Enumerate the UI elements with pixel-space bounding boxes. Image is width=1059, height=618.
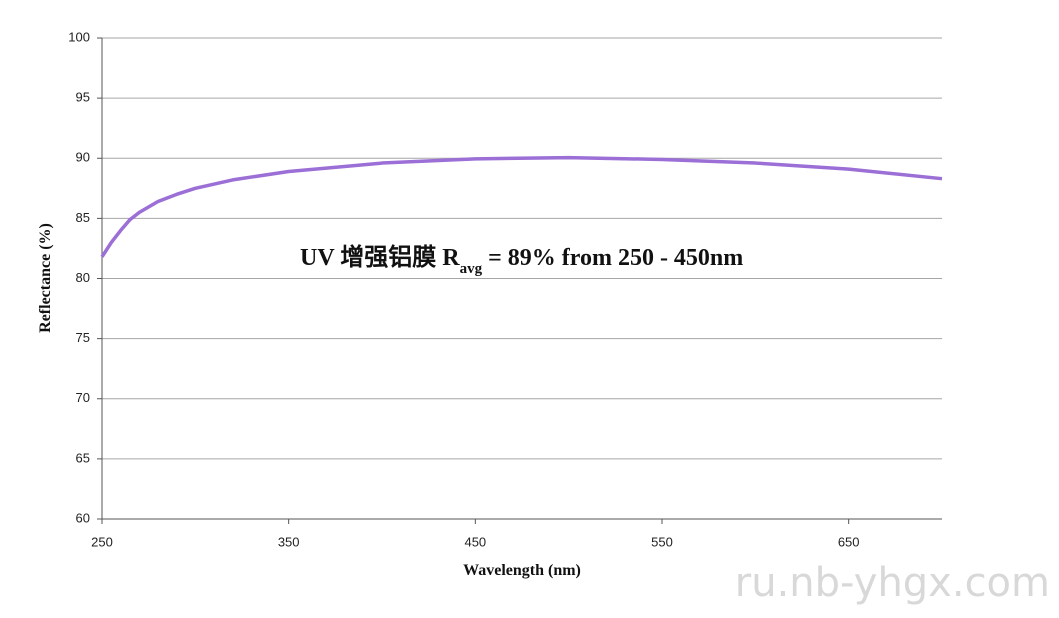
annotation-subscript: avg (460, 261, 483, 277)
y-tick-label: 100 (68, 29, 90, 44)
y-tick-label: 70 (76, 390, 90, 405)
y-tick-label: 85 (76, 210, 90, 225)
x-axis-title: Wavelength (nm) (463, 562, 581, 579)
x-tick-label: 650 (838, 534, 860, 549)
watermark: ru.nb-yhgx.com (735, 560, 1050, 606)
annotation-text: = 89% from 250 - 450nm (482, 245, 743, 271)
annotation-text: UV 增强铝膜 R (300, 243, 460, 271)
y-tick-label: 65 (76, 450, 90, 465)
x-tick-label: 450 (464, 534, 486, 549)
annotation: UV 增强铝膜 Ravg = 89% from 250 - 450nm (300, 243, 743, 277)
y-tick-label: 60 (76, 510, 90, 525)
y-tick-label: 75 (76, 330, 90, 345)
x-tick-label: 550 (651, 534, 673, 549)
y-tick-label: 90 (76, 150, 90, 165)
y-tick-label: 80 (76, 270, 90, 285)
y-axis-title: Reflectance (%) (37, 223, 54, 333)
x-tick-label: 350 (278, 534, 300, 549)
data-line (100, 155, 943, 258)
x-tick-label: 250 (91, 534, 113, 549)
y-tick-label: 95 (76, 90, 90, 105)
